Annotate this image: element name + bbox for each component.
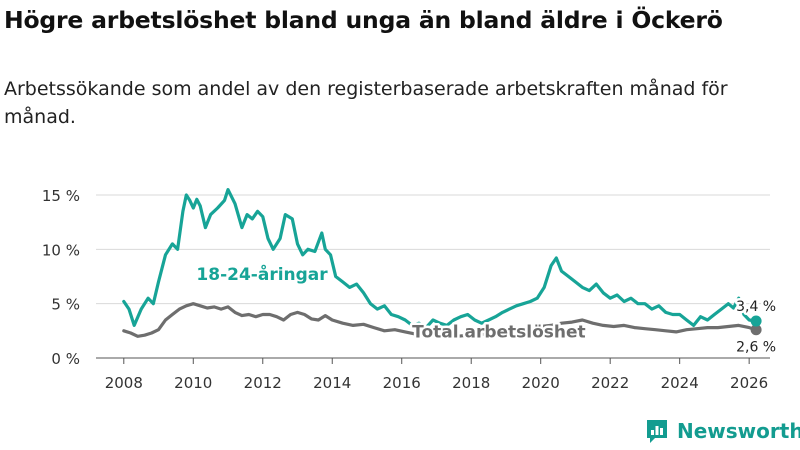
x-tick-label: 2012 <box>244 374 282 392</box>
series-line-total <box>122 302 758 338</box>
x-tick-label: 2020 <box>522 374 560 392</box>
series-labels: 18-24-åringar Total arbetslöshet 3,4 % 2,6 … <box>194 261 779 359</box>
series-line-youth <box>122 188 758 330</box>
x-axis: 2008 2010 2012 2014 2016 2018 2020 2022 2024 2026 <box>96 357 770 392</box>
brand-name: Newsworthy <box>677 419 800 443</box>
gridlines <box>96 194 770 305</box>
chart-subtitle: Arbetssökande som andel av den registerb… <box>4 78 728 128</box>
y-tick-label: 15 % <box>42 187 80 205</box>
newsworthy-icon <box>647 420 667 443</box>
x-tick-label: 2026 <box>730 374 768 392</box>
x-tick-label: 2024 <box>661 374 699 392</box>
x-tick-label: 2008 <box>105 374 143 392</box>
y-axis: 0 % 5 % 10 % 15 % <box>42 187 80 368</box>
chart-title: Högre arbetslöshet bland unga än bland ä… <box>4 6 723 34</box>
x-tick-label: 2022 <box>591 374 629 392</box>
series-label-youth: 18-24-åringar <box>196 263 328 285</box>
y-tick-label: 10 % <box>42 241 80 259</box>
series-lines <box>122 188 762 338</box>
end-point-youth <box>750 315 762 327</box>
end-label-total: 2,6 % <box>736 340 776 356</box>
y-tick-label: 5 % <box>51 296 80 314</box>
newsworthy-logo: Newsworthy <box>645 418 800 444</box>
end-label-youth: 3,4 % <box>736 299 776 315</box>
series-label-total: Total arbetslöshet <box>412 322 586 342</box>
end-point-total <box>750 324 762 336</box>
x-tick-label: 2018 <box>452 374 490 392</box>
y-tick-label: 0 % <box>51 350 80 368</box>
x-tick-label: 2014 <box>313 374 351 392</box>
x-tick-label: 2016 <box>383 374 421 392</box>
x-tick-label: 2010 <box>174 374 212 392</box>
